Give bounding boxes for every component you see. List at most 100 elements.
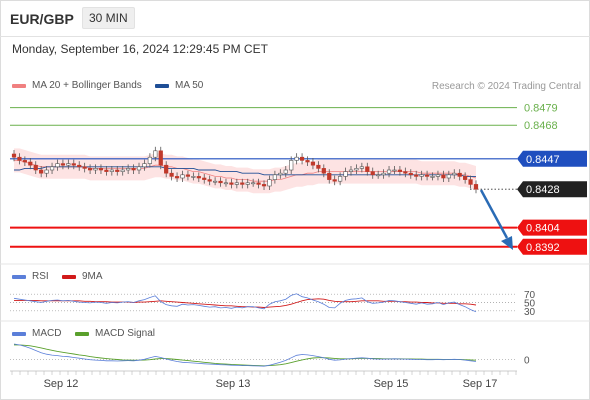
macd-signal-swatch	[75, 331, 89, 336]
candle-body	[136, 166, 142, 171]
candle-body	[376, 174, 381, 177]
candle-body	[299, 156, 305, 161]
rsi-swatch	[12, 274, 26, 279]
candle-body	[240, 182, 245, 185]
candle-body	[104, 169, 109, 172]
candle-body	[11, 153, 17, 158]
candle-body	[435, 174, 441, 177]
candle-body	[403, 171, 408, 174]
candle-body	[33, 164, 38, 171]
candle-body	[457, 172, 462, 177]
candle-body	[419, 174, 424, 177]
legend-ma50: MA 50	[155, 80, 203, 91]
candle-body	[202, 177, 207, 180]
candle-body	[44, 169, 49, 174]
candle-body	[49, 166, 55, 171]
macd-line	[13, 343, 477, 367]
legend-macd-signal: MACD Signal	[75, 328, 155, 339]
candle-body	[109, 169, 114, 172]
level-label-support: 0.8392	[526, 242, 560, 254]
candle-body	[294, 156, 299, 161]
candle-body	[82, 166, 87, 169]
rsi-line	[13, 293, 477, 313]
candle-body	[348, 169, 354, 172]
candle-body	[98, 168, 104, 171]
candle-body	[126, 168, 131, 171]
rsi-tick-label: 70	[524, 290, 536, 301]
copyright-text: Research © 2024 Trading Central	[431, 81, 581, 92]
rsi-tick-label: 30	[524, 307, 536, 318]
macd-swatch	[12, 331, 26, 336]
candle-body	[93, 168, 98, 171]
candle-body	[430, 176, 435, 178]
candle-body	[278, 172, 283, 176]
candle-body	[153, 150, 158, 158]
header-bar: EUR/GBP 30 MIN	[0, 0, 590, 37]
x-tick-label: Sep 15	[374, 378, 409, 390]
x-tick-label: Sep 13	[216, 378, 251, 390]
candle-body	[256, 182, 261, 185]
candle-body	[452, 172, 457, 176]
candle-body	[365, 166, 370, 172]
candle-body	[463, 176, 468, 180]
candle-body	[354, 168, 359, 171]
candle-body	[327, 172, 332, 180]
candle-body	[191, 176, 196, 178]
bollinger-swatch	[12, 83, 26, 88]
rsi-tick-label: 50	[524, 299, 536, 310]
legend-macd-signal-label: MACD Signal	[95, 328, 156, 339]
candle-body	[343, 171, 348, 177]
candle-body	[71, 163, 76, 166]
candle-body	[120, 169, 125, 172]
candle-body	[66, 163, 71, 166]
candle-body	[28, 161, 33, 166]
candle-body	[196, 176, 201, 179]
candle-body	[60, 163, 66, 166]
candle-body	[321, 168, 326, 174]
candle-body	[424, 174, 430, 177]
candle-body	[229, 182, 234, 185]
legend-ma50-label: MA 50	[175, 80, 204, 91]
bollinger-band	[14, 148, 476, 194]
candle-body	[408, 172, 413, 176]
candle-body	[22, 160, 27, 163]
candle-body	[261, 184, 267, 187]
level-tag-support	[517, 219, 587, 236]
candle-body	[289, 160, 294, 171]
candle-body	[473, 184, 479, 190]
legend-bollinger: MA 20 + Bollinger Bands	[12, 80, 142, 91]
timeframe-button[interactable]: 30 MIN	[82, 7, 135, 29]
level-tag-pivot	[517, 150, 587, 167]
candle-body	[180, 174, 185, 179]
candle-body	[392, 169, 397, 172]
level-tag-support	[517, 238, 587, 255]
forecast-arrow	[479, 189, 509, 239]
symbol-label: EUR/GBP	[10, 11, 74, 27]
candle-body	[267, 179, 272, 187]
x-tick-label: Sep 17	[463, 378, 498, 390]
candle-body	[77, 164, 82, 168]
candle-body	[370, 171, 375, 176]
x-tick-label: Sep 12	[44, 378, 79, 390]
level-label-support: 0.8404	[526, 223, 560, 235]
legend-rsi: RSI	[12, 271, 49, 282]
candle-body	[174, 176, 180, 179]
candle-body	[39, 169, 44, 174]
candle-body	[17, 156, 22, 161]
level-label-resistance: 0.8468	[524, 120, 558, 132]
candle-body	[446, 174, 451, 179]
timestamp: Monday, September 16, 2024 12:29:45 PM C…	[12, 42, 268, 56]
candle-body	[164, 164, 169, 174]
level-label-last: 0.8428	[526, 184, 560, 196]
candle-body	[283, 169, 288, 174]
candle-body	[272, 174, 277, 180]
rsi-ma-swatch	[62, 274, 76, 279]
candle-body	[234, 182, 239, 185]
candle-body	[359, 166, 364, 169]
candle-body	[441, 174, 446, 179]
candle-body	[87, 168, 93, 171]
candle-body	[468, 179, 473, 185]
macd-tick-label: 0	[524, 356, 530, 367]
candle-body	[305, 160, 310, 163]
